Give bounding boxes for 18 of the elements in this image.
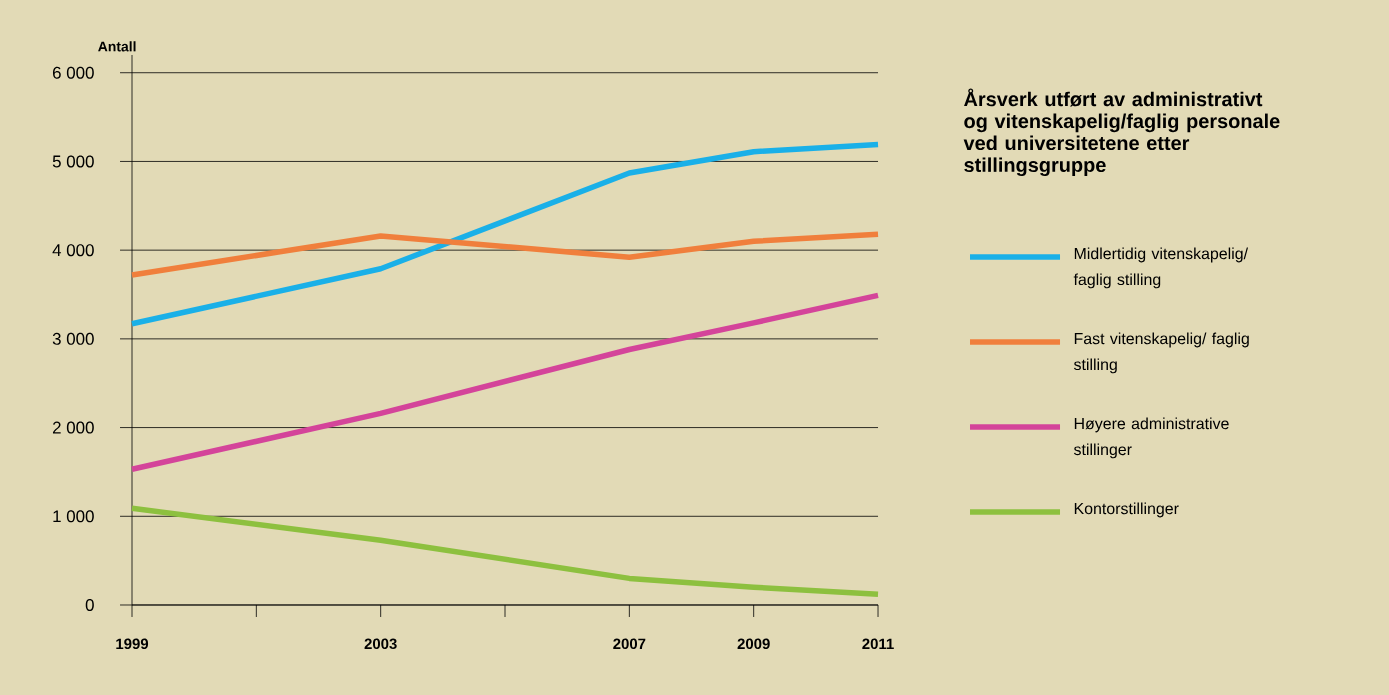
y-tick-label: 4 000 — [52, 244, 94, 257]
y-tick-label: 2 000 — [52, 421, 94, 434]
x-tick-label: 2003 — [364, 638, 397, 650]
y-axis-title: Antall — [98, 41, 136, 52]
x-tick-label: 2007 — [613, 638, 646, 650]
x-tick-label: 2011 — [862, 638, 894, 650]
y-tick-label: 0 — [85, 599, 94, 611]
text: Midlertidig vitenskapelig/ faglig stilling — [1073, 247, 1249, 289]
y-tick-label: 5 000 — [52, 155, 94, 168]
text: Kontorstillinger — [1074, 502, 1179, 518]
y-tick-label: 6 000 — [52, 66, 94, 79]
text: Fast vitenskapelig/ faglig stilling — [1073, 332, 1249, 374]
text: Årsverk utført av administrativt og vitenskapelig/faglig personale ved universitetene etter stillingsgruppe — [963, 88, 1280, 177]
y-tick-label: 1 000 — [53, 510, 94, 523]
text: Høyere administrative stillinger — [1073, 417, 1229, 459]
y-tick-label: 3 000 — [52, 332, 94, 345]
x-tick-label: 1999 — [116, 638, 149, 650]
x-tick-label: 2009 — [737, 638, 770, 650]
